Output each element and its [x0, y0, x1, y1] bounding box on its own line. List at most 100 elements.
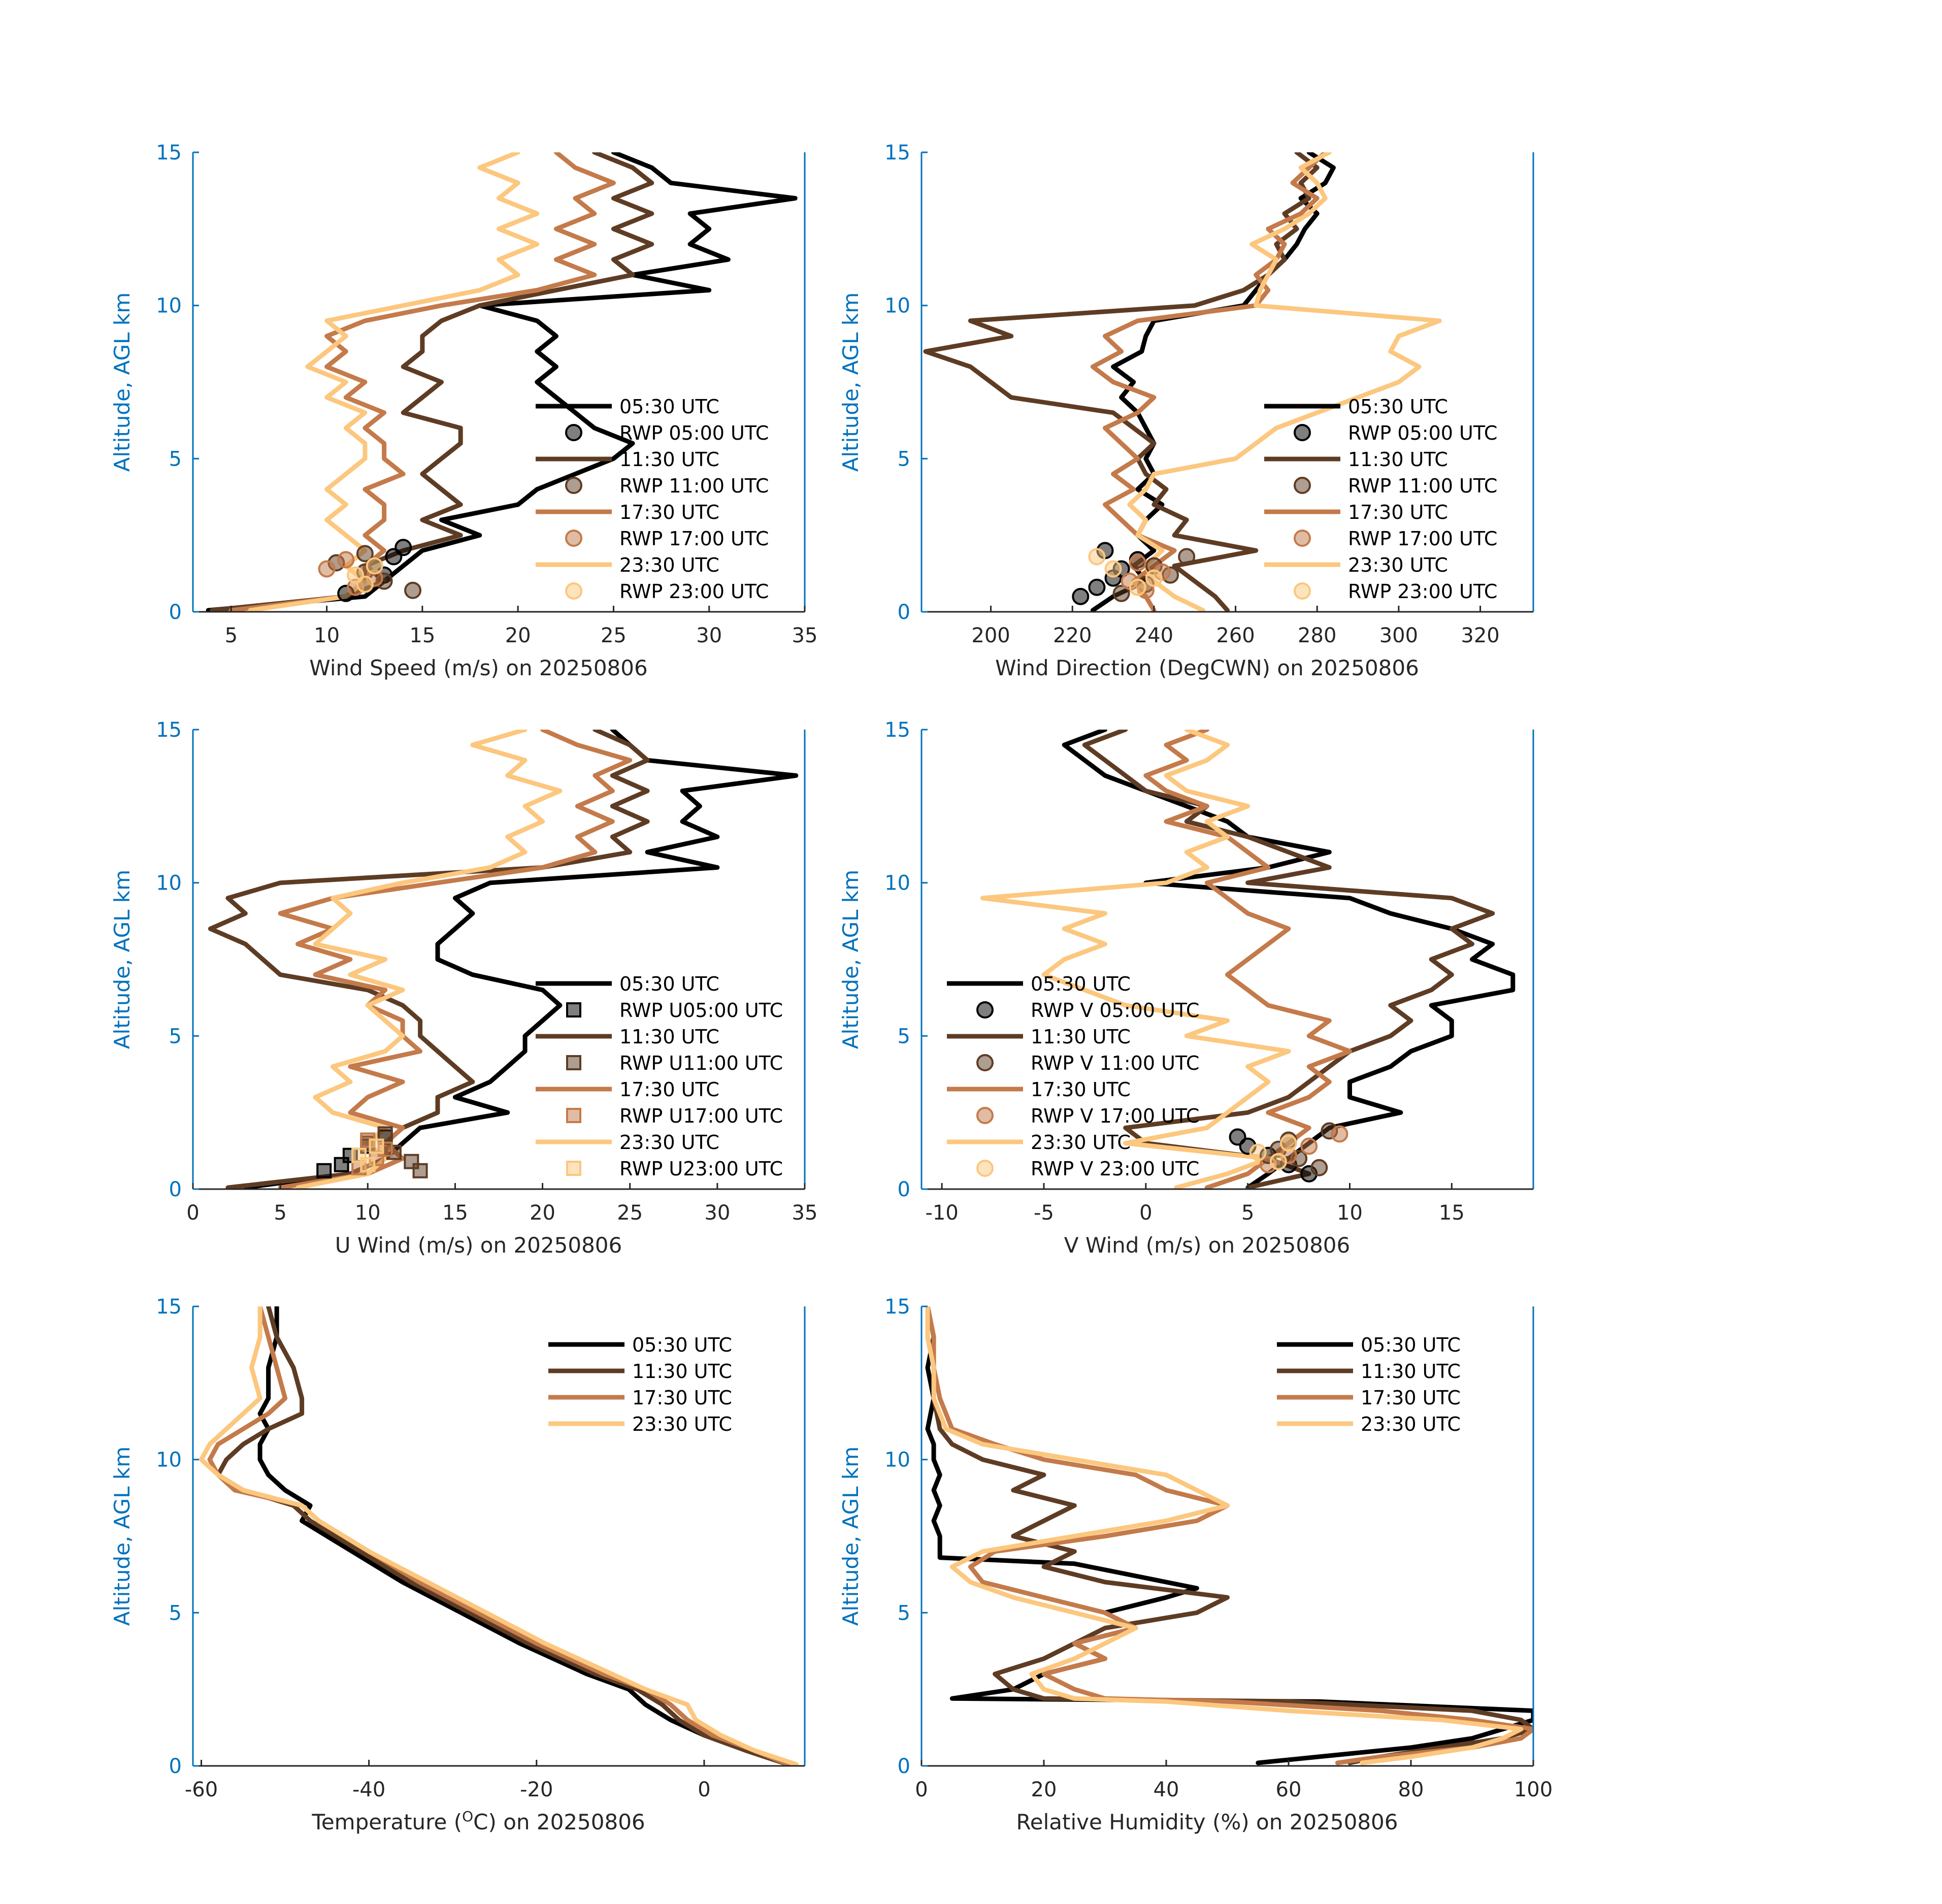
y-tick-label: 15 [884, 141, 910, 165]
rwp-point-rwp-23-00-utc [1089, 549, 1104, 564]
x-axis-label: U Wind (m/s) on 20250806 [335, 1233, 622, 1258]
legend-item-11-30-utc: 11:30 UTC [1361, 1360, 1461, 1383]
x-tick-label: 0 [186, 1201, 199, 1225]
y-axis-label: Altitude, AGL km [838, 292, 863, 472]
rwp-point-rwp-05-00-utc [1089, 580, 1104, 595]
x-tick-label: 100 [1514, 1778, 1553, 1801]
rwp-point-rwp-17-00-utc [319, 562, 335, 577]
y-tick-label: 0 [169, 601, 182, 624]
legend-item-17-30-utc: 17:30 UTC [1361, 1387, 1461, 1409]
figure-background [0, 0, 1942, 1904]
legend-item-23-30-utc: 23:30 UTC [1348, 554, 1448, 576]
x-tick-label: 10 [314, 624, 340, 647]
legend-item-05-30-utc: 05:30 UTC [632, 1334, 732, 1356]
x-tick-label: 10 [1337, 1201, 1363, 1225]
x-tick-label: 10 [355, 1201, 381, 1225]
y-tick-label: 10 [156, 1449, 182, 1472]
legend-item-rwp-11-00-utc: RWP 11:00 UTC [619, 475, 769, 497]
y-tick-label: 15 [884, 1295, 910, 1319]
legend-item-rwp-17-00-utc-swatch [1295, 531, 1310, 546]
legend-item-rwp-u23-00-utc-swatch [567, 1162, 580, 1175]
legend-item-11-30-utc: 11:30 UTC [632, 1360, 732, 1383]
legend-item-rwp-v-05-00-utc: RWP V 05:00 UTC [1031, 999, 1199, 1022]
x-tick-label: 0 [915, 1778, 928, 1801]
y-axis-label: Altitude, AGL km [110, 1447, 135, 1626]
x-tick-label: 60 [1276, 1778, 1302, 1801]
x-tick-label: 0 [698, 1778, 710, 1801]
rwp-point-rwp-u23-00-utc [352, 1149, 366, 1162]
legend-item-rwp-17-00-utc: RWP 17:00 UTC [619, 528, 769, 550]
legend-item-11-30-utc: 11:30 UTC [1031, 1026, 1131, 1048]
x-axis-label-degree: O [462, 1808, 473, 1825]
legend-item-rwp-11-00-utc-swatch [1295, 478, 1310, 493]
rwp-point-rwp-v-17-00-utc [1301, 1139, 1316, 1154]
x-tick-label: 25 [601, 624, 627, 647]
x-tick-label: 15 [1439, 1201, 1465, 1225]
y-tick-label: 5 [169, 447, 182, 471]
legend-item-rwp-u05-00-utc-swatch [567, 1003, 580, 1016]
x-tick-label: 20 [1031, 1778, 1057, 1801]
legend-item-rwp-u05-00-utc: RWP U05:00 UTC [619, 999, 783, 1022]
x-tick-label: 320 [1461, 624, 1499, 647]
y-tick-label: 0 [169, 1755, 182, 1778]
y-tick-label: 0 [898, 1755, 910, 1778]
x-axis-label: Wind Speed (m/s) on 20250806 [309, 655, 647, 680]
x-tick-label: 25 [617, 1201, 643, 1225]
legend-item-rwp-v-17-00-utc: RWP V 17:00 UTC [1031, 1105, 1199, 1127]
rwp-point-rwp-u23-00-utc [370, 1140, 383, 1153]
rwp-point-rwp-v-11-00-utc [1311, 1160, 1327, 1175]
x-tick-label: 35 [792, 624, 818, 647]
rwp-point-rwp-23-00-utc [1146, 571, 1162, 586]
legend-item-17-30-utc: 17:30 UTC [619, 1078, 719, 1101]
y-tick-label: 15 [884, 718, 910, 742]
legend-item-17-30-utc: 17:30 UTC [632, 1387, 732, 1409]
x-axis-label-suffix: C) on 20250806 [473, 1810, 645, 1834]
x-tick-label: 5 [274, 1201, 286, 1225]
legend-item-05-30-utc: 05:30 UTC [1361, 1334, 1461, 1356]
legend-item-11-30-utc: 11:30 UTC [619, 448, 719, 471]
legend-item-05-30-utc: 05:30 UTC [1031, 973, 1131, 995]
rwp-point-rwp-11-00-utc [1179, 549, 1194, 564]
legend-item-17-30-utc: 17:30 UTC [619, 501, 719, 523]
x-tick-label: 15 [442, 1201, 468, 1225]
rwp-point-rwp-23-00-utc [367, 559, 382, 574]
legend-item-rwp-05-00-utc-swatch [1295, 425, 1310, 440]
legend-item-rwp-11-00-utc: RWP 11:00 UTC [1348, 475, 1497, 497]
x-tick-label: -10 [925, 1201, 958, 1225]
y-tick-label: 15 [156, 141, 182, 165]
y-tick-label: 10 [884, 872, 910, 895]
y-tick-label: 5 [898, 1025, 910, 1048]
x-axis-label: Wind Direction (DegCWN) on 20250806 [995, 655, 1419, 680]
legend-item-rwp-17-00-utc-swatch [566, 531, 581, 546]
x-tick-label: 280 [1298, 624, 1336, 647]
rwp-point-rwp-11-00-utc [405, 583, 420, 598]
y-axis-label: Altitude, AGL km [838, 1447, 863, 1626]
y-tick-label: 0 [898, 1178, 910, 1201]
x-tick-label: -5 [1034, 1201, 1054, 1225]
y-tick-label: 5 [898, 447, 910, 471]
legend-item-rwp-v-11-00-utc: RWP V 11:00 UTC [1031, 1052, 1199, 1074]
legend-item-rwp-23-00-utc-swatch [1295, 583, 1310, 599]
x-tick-label: 240 [1135, 624, 1173, 647]
legend-item-rwp-v-11-00-utc-swatch [977, 1055, 993, 1070]
y-tick-label: 5 [169, 1025, 182, 1048]
legend-item-rwp-23-00-utc: RWP 23:00 UTC [1348, 580, 1497, 603]
legend-item-rwp-u17-00-utc: RWP U17:00 UTC [619, 1105, 783, 1127]
x-tick-label: 5 [1241, 1201, 1254, 1225]
legend-item-rwp-05-00-utc-swatch [566, 425, 581, 440]
x-tick-label: 260 [1216, 624, 1255, 647]
legend-item-23-30-utc: 23:30 UTC [632, 1413, 732, 1435]
x-tick-label: 30 [704, 1201, 730, 1225]
rwp-point-rwp-05-00-utc [396, 540, 411, 555]
rwp-point-rwp-23-00-utc [1106, 562, 1121, 577]
rwp-point-rwp-v-23-00-utc [1250, 1145, 1266, 1160]
rwp-point-rwp-05-00-utc [1073, 589, 1088, 604]
x-tick-label: 0 [1139, 1201, 1152, 1225]
legend-item-17-30-utc: 17:30 UTC [1348, 501, 1448, 523]
rwp-point-rwp-u11-00-utc [405, 1155, 418, 1168]
legend-item-05-30-utc: 05:30 UTC [619, 973, 719, 995]
x-tick-label: 200 [971, 624, 1010, 647]
legend-item-rwp-17-00-utc: RWP 17:00 UTC [1348, 528, 1497, 550]
legend-item-rwp-v-05-00-utc-swatch [977, 1002, 993, 1017]
legend-item-23-30-utc: 23:30 UTC [619, 554, 719, 576]
